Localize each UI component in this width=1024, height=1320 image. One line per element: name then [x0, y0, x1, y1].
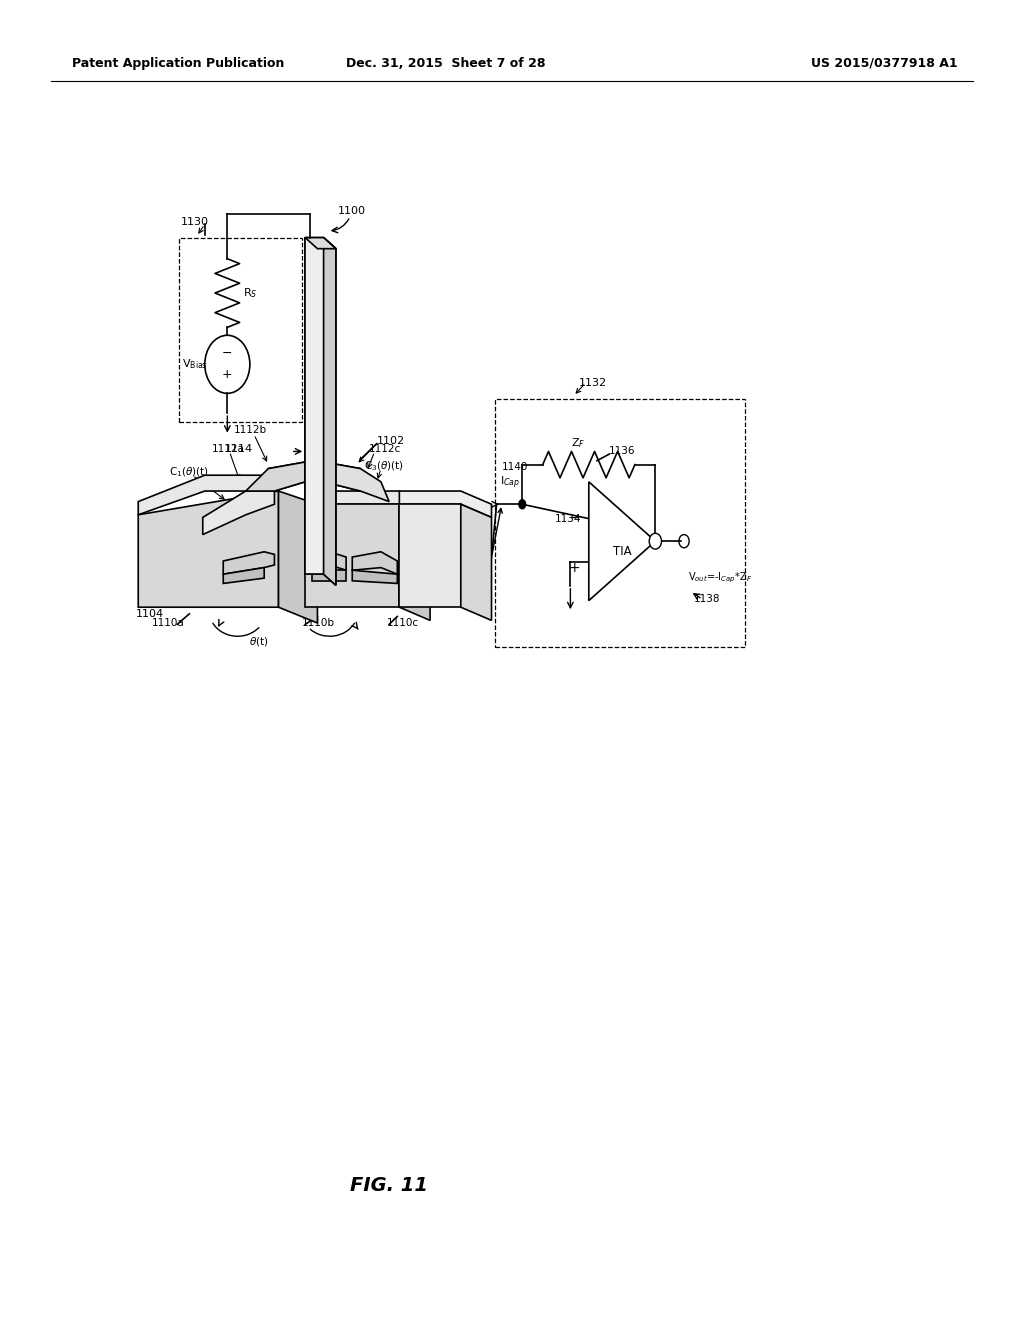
Text: +: + [569, 561, 581, 574]
Polygon shape [305, 238, 336, 248]
Text: V$_{out}$=-I$_{Cap}$*Z$_F$: V$_{out}$=-I$_{Cap}$*Z$_F$ [688, 572, 753, 585]
Text: Dec. 31, 2015  Sheet 7 of 28: Dec. 31, 2015 Sheet 7 of 28 [346, 57, 545, 70]
Text: 1110a: 1110a [152, 618, 184, 628]
Circle shape [649, 533, 662, 549]
Text: C$_2$($\theta$)(t): C$_2$($\theta$)(t) [297, 532, 337, 545]
Text: 1140: 1140 [502, 462, 528, 473]
Text: 1100: 1100 [338, 206, 366, 216]
Text: FIG. 11: FIG. 11 [350, 1176, 428, 1195]
Polygon shape [268, 462, 360, 491]
Polygon shape [399, 504, 430, 620]
Polygon shape [352, 552, 397, 574]
Text: C$_1$($\theta$)(t): C$_1$($\theta$)(t) [169, 466, 209, 479]
Text: 1112b: 1112b [233, 425, 266, 436]
Text: 1138: 1138 [694, 594, 721, 605]
Text: 1114: 1114 [225, 444, 253, 454]
Text: $\theta$(t): $\theta$(t) [249, 635, 268, 648]
Bar [179, 238, 302, 422]
Text: +: + [222, 368, 232, 381]
Text: −: − [222, 347, 232, 360]
Text: I$_{Cap}$: I$_{Cap}$ [500, 475, 520, 491]
Text: 1102: 1102 [377, 436, 404, 446]
Polygon shape [305, 238, 324, 574]
Polygon shape [138, 475, 279, 515]
Polygon shape [305, 491, 430, 517]
Bar [495, 399, 745, 647]
Text: 1132: 1132 [579, 378, 606, 388]
Polygon shape [138, 491, 279, 607]
Polygon shape [203, 491, 274, 535]
Text: C$_3$($\theta$)(t): C$_3$($\theta$)(t) [364, 459, 403, 473]
Text: US 2015/0377918 A1: US 2015/0377918 A1 [811, 57, 957, 70]
FancyArrowPatch shape [332, 219, 349, 232]
Text: 1110b: 1110b [302, 618, 335, 628]
Text: 1134: 1134 [555, 513, 582, 524]
Polygon shape [324, 238, 336, 585]
Text: V$_{\rm Bias}$: V$_{\rm Bias}$ [182, 358, 208, 371]
Text: TIA: TIA [612, 545, 632, 558]
Text: 1110c: 1110c [387, 618, 419, 628]
Polygon shape [305, 238, 336, 248]
Text: Patent Application Publication: Patent Application Publication [72, 57, 284, 70]
Polygon shape [589, 482, 655, 601]
Text: 1104: 1104 [136, 609, 164, 619]
Text: 1136: 1136 [609, 446, 636, 457]
Polygon shape [324, 238, 336, 585]
Polygon shape [279, 491, 317, 623]
Polygon shape [223, 552, 274, 574]
Text: Z$_F$: Z$_F$ [571, 437, 586, 450]
Polygon shape [305, 504, 399, 607]
Polygon shape [399, 491, 492, 517]
Polygon shape [461, 504, 492, 620]
Text: 1130: 1130 [181, 216, 209, 227]
Circle shape [518, 499, 526, 510]
Polygon shape [312, 552, 346, 570]
Text: 1112a: 1112a [212, 444, 245, 454]
Polygon shape [246, 462, 305, 491]
Polygon shape [399, 504, 461, 607]
Polygon shape [223, 568, 264, 583]
Polygon shape [352, 570, 397, 583]
Text: R$_S$: R$_S$ [243, 286, 257, 300]
Polygon shape [312, 570, 346, 581]
Polygon shape [324, 462, 389, 502]
Polygon shape [305, 238, 324, 574]
Text: 1112c: 1112c [369, 444, 400, 454]
Text: −: − [569, 511, 581, 524]
